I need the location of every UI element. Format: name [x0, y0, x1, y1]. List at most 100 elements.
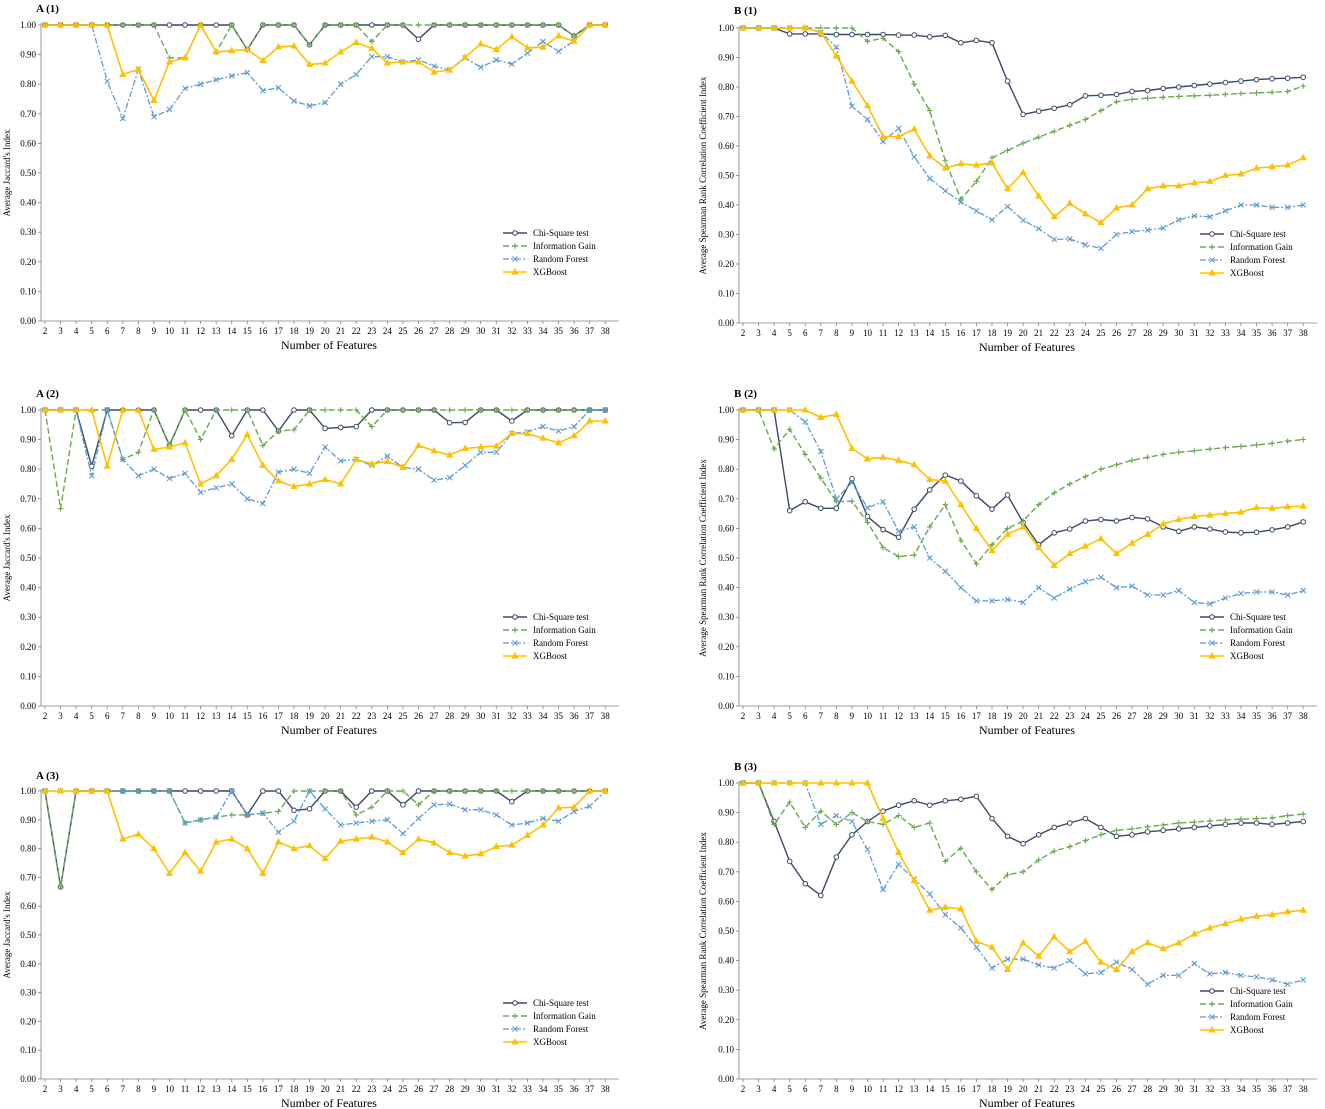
x-tick-label: 2: [43, 711, 48, 721]
data-point-chi-square: [1004, 492, 1011, 498]
legend-label: XGBoost: [533, 651, 568, 661]
data-point-chi-square: [1082, 815, 1089, 822]
x-tick-label: 37: [1283, 328, 1293, 338]
data-point-xgboost: [1003, 530, 1012, 537]
x-axis-title: Number of Features: [281, 338, 377, 352]
x-tick-label: 13: [212, 711, 222, 721]
data-point-xgboost: [586, 416, 594, 424]
data-point-chi-square: [864, 513, 871, 520]
data-point-xgboost: [801, 405, 809, 413]
data-point-information-gain: [368, 804, 375, 810]
data-point-information-gain: [942, 501, 949, 508]
data-point-chi-square: [958, 39, 964, 46]
data-point-random-forest: [817, 821, 824, 828]
data-point-xgboost: [523, 429, 532, 437]
data-point-random-forest: [353, 820, 360, 826]
data-point-information-gain: [895, 48, 902, 55]
data-point-xgboost: [601, 786, 609, 794]
data-point-xgboost: [88, 20, 96, 28]
data-point-xgboost: [739, 405, 747, 413]
data-point-random-forest: [228, 481, 235, 487]
x-tick-label: 23: [1065, 1084, 1075, 1094]
x-tick-label: 35: [1252, 328, 1262, 338]
data-point-chi-square: [1113, 518, 1120, 524]
data-point-xgboost: [321, 59, 329, 66]
x-tick-label: 4: [772, 1084, 777, 1094]
data-point-chi-square: [833, 31, 840, 38]
data-point-information-gain: [415, 22, 422, 28]
panel-label: B (1): [734, 5, 757, 17]
data-point-xgboost: [1268, 910, 1276, 918]
data-point-information-gain: [895, 812, 902, 819]
data-point-chi-square: [1051, 824, 1058, 831]
data-point-chi-square: [1035, 832, 1042, 838]
data-point-xgboost: [259, 461, 267, 468]
x-tick-label: 22: [1050, 1084, 1059, 1094]
data-point-xgboost: [1190, 178, 1198, 186]
series-xgboost: [739, 23, 1307, 226]
data-point-chi-square: [895, 32, 902, 38]
data-point-random-forest: [1160, 972, 1167, 979]
x-tick-label: 2: [43, 1084, 48, 1094]
x-tick-label: 24: [1081, 711, 1091, 721]
y-tick-label: 0.70: [20, 109, 36, 119]
data-point-chi-square: [1207, 81, 1213, 87]
data-point-xgboost: [430, 446, 438, 454]
data-point-information-gain: [1113, 461, 1120, 468]
data-point-xgboost: [570, 431, 578, 439]
data-point-xgboost: [1050, 932, 1058, 940]
legend-swatch-marker: [512, 640, 518, 646]
data-point-information-gain: [244, 407, 251, 413]
data-point-information-gain: [1300, 436, 1307, 443]
data-point-random-forest: [337, 458, 344, 464]
data-point-chi-square: [182, 788, 188, 794]
legend-item-chi-square: Chi-Square test: [1200, 986, 1286, 996]
y-tick-label: 0.90: [20, 815, 36, 825]
data-point-information-gain: [1144, 95, 1151, 102]
data-point-information-gain: [524, 22, 531, 28]
legend-swatch-marker: [512, 614, 518, 620]
data-point-random-forest: [864, 504, 871, 511]
data-point-random-forest: [1160, 225, 1167, 231]
data-point-information-gain: [1035, 134, 1042, 140]
data-point-information-gain: [1004, 525, 1011, 532]
data-point-chi-square: [911, 797, 917, 804]
data-point-information-gain: [1144, 824, 1151, 830]
y-tick-label: 0.00: [718, 318, 734, 328]
data-point-information-gain: [1020, 140, 1026, 146]
y-tick-label: 0.80: [20, 79, 36, 89]
x-tick-label: 3: [58, 1084, 63, 1094]
data-point-information-gain: [1035, 857, 1042, 863]
data-point-xgboost: [832, 52, 840, 59]
data-point-random-forest: [849, 479, 855, 486]
data-point-random-forest: [337, 822, 344, 828]
x-tick-label: 19: [1003, 1084, 1013, 1094]
legend-label: Chi-Square test: [533, 612, 589, 622]
data-point-xgboost: [1050, 561, 1058, 568]
y-tick-label: 1.00: [718, 405, 734, 415]
x-tick-label: 27: [1128, 328, 1138, 338]
x-tick-label: 9: [152, 1084, 157, 1094]
data-point-xgboost: [863, 101, 872, 109]
legend-item-chi-square: Chi-Square test: [503, 228, 589, 238]
data-point-information-gain: [228, 407, 235, 413]
x-tick-label: 37: [1283, 711, 1293, 721]
data-point-random-forest: [368, 53, 375, 60]
x-tick-label: 8: [834, 711, 839, 721]
x-tick-label: 26: [414, 1084, 424, 1094]
y-axis-title: Average Jaccard's Index: [2, 514, 12, 601]
data-point-information-gain: [1175, 449, 1182, 456]
x-tick-label: 6: [803, 1084, 808, 1094]
x-tick-label: 5: [787, 711, 792, 721]
x-tick-label: 8: [834, 1084, 839, 1094]
data-point-information-gain: [1098, 466, 1104, 472]
y-tick-label: 0.10: [718, 289, 734, 299]
data-point-chi-square: [213, 22, 219, 28]
data-point-chi-square: [291, 407, 297, 413]
data-point-xgboost: [134, 65, 142, 72]
data-point-random-forest: [431, 63, 437, 70]
data-point-random-forest: [322, 444, 328, 450]
data-point-chi-square: [802, 31, 809, 37]
data-point-information-gain: [958, 845, 964, 851]
data-point-chi-square: [322, 425, 328, 432]
